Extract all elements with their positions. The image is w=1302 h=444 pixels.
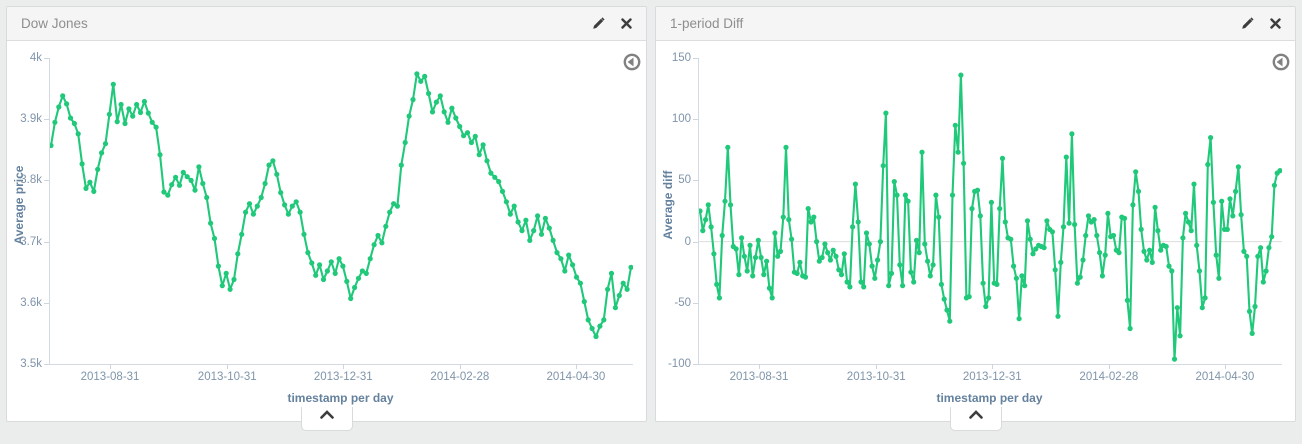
circle-arrow-left-icon	[1272, 53, 1290, 71]
collapse-panel-button[interactable]	[949, 407, 1002, 431]
y-tick-mark	[693, 58, 698, 59]
plot-area[interactable]: 4k 3.9k 3.8k 3.7k 3.6k 3.5k 2013-08-31 2013-10-…	[20, 52, 633, 383]
dashboard-row: Dow Jones Average price 4k 3.9k 3.8k 3.7k 3.…	[6, 6, 1296, 431]
y-tick-mark	[44, 58, 49, 59]
x-tick-mark	[227, 364, 229, 369]
zoom-out-button[interactable]	[623, 53, 641, 71]
y-tick-mark	[44, 364, 49, 365]
chart-canvas	[699, 72, 1282, 362]
x-tick-mark	[343, 364, 345, 369]
pencil-icon[interactable]	[592, 17, 605, 30]
x-tick-label: 2014-02-28	[1079, 371, 1139, 383]
x-tick-label: 2013-10-31	[846, 371, 906, 383]
chart-canvas	[50, 71, 633, 340]
y-tick-label: 3.5k	[20, 358, 42, 370]
y-tick-mark	[44, 302, 49, 304]
circle-arrow-left-icon	[623, 53, 641, 71]
plot-area[interactable]: 150 100 50 0 -50 -100 2013-08-31 2013-10-31 2013…	[668, 52, 1282, 383]
chart-region: Average price 4k 3.9k 3.8k 3.7k 3.6k 3.5k 2013…	[7, 41, 646, 421]
x-tick-mark	[992, 364, 994, 369]
y-tick-mark	[693, 119, 698, 121]
panel-title: 1-period Diff	[670, 16, 744, 31]
x-tick-mark	[1224, 364, 1226, 369]
y-tick-mark	[44, 241, 49, 243]
x-tick-label: 2013-10-31	[197, 371, 257, 383]
x-tick-mark	[759, 364, 761, 369]
y-tick-label: 4k	[29, 52, 42, 64]
y-tick-mark	[44, 119, 49, 121]
y-tick-label: 150	[671, 52, 691, 64]
chevron-up-icon	[968, 410, 983, 419]
x-axis-title: timestamp per day	[936, 391, 1043, 405]
close-icon[interactable]	[621, 18, 632, 29]
x-axis-title: timestamp per day	[287, 391, 394, 405]
y-tick-label: -100	[667, 358, 691, 370]
y-tick-mark	[693, 241, 698, 243]
panel-header: 1-period Diff	[656, 7, 1295, 41]
x-tick-label: 2014-02-28	[430, 371, 490, 383]
y-tick-mark	[693, 180, 698, 182]
x-tick-label: 2014-04-30	[1195, 371, 1255, 383]
panel-header-actions	[592, 17, 632, 30]
x-tick-mark	[1108, 364, 1110, 369]
y-tick-label: 3.7k	[20, 235, 42, 248]
y-tick-label: 3.8k	[20, 174, 42, 187]
x-tick-mark	[110, 364, 112, 369]
x-tick-label: 2013-12-31	[313, 371, 373, 383]
collapse-panel-button[interactable]	[300, 407, 353, 431]
y-tick-label: 100	[671, 113, 691, 126]
y-tick-mark	[693, 302, 698, 304]
y-tick-label: -50	[674, 296, 691, 309]
y-tick-mark	[693, 364, 698, 365]
panel-title: Dow Jones	[21, 16, 88, 31]
chart-region: Average diff 150 100 50 0 -50 -100 2013-08-31 2…	[656, 41, 1295, 421]
y-tick-label: 3.9k	[20, 113, 42, 126]
y-tick-label: 3.6k	[20, 296, 42, 309]
x-tick-mark	[575, 364, 577, 369]
y-tick-label: 0	[684, 235, 691, 248]
close-icon[interactable]	[1270, 18, 1281, 29]
chevron-up-icon	[319, 410, 334, 419]
x-tick-label: 2013-08-31	[80, 371, 140, 383]
panel-dow-jones: Dow Jones Average price 4k 3.9k 3.8k 3.7k 3.…	[6, 6, 647, 431]
x-tick-mark	[876, 364, 878, 369]
x-tick-label: 2014-04-30	[546, 371, 606, 383]
x-tick-mark	[459, 364, 461, 369]
x-tick-label: 2013-12-31	[962, 371, 1022, 383]
y-tick-label: 50	[678, 174, 691, 187]
zoom-out-button[interactable]	[1272, 53, 1290, 71]
pencil-icon[interactable]	[1241, 17, 1254, 30]
panel-header-actions	[1241, 17, 1281, 30]
panel-1-period-diff: 1-period Diff Average diff 150 100 50 0 -50-…	[655, 6, 1296, 431]
x-tick-label: 2013-08-31	[729, 371, 789, 383]
panel-header: Dow Jones	[7, 7, 646, 41]
y-tick-mark	[44, 180, 49, 182]
